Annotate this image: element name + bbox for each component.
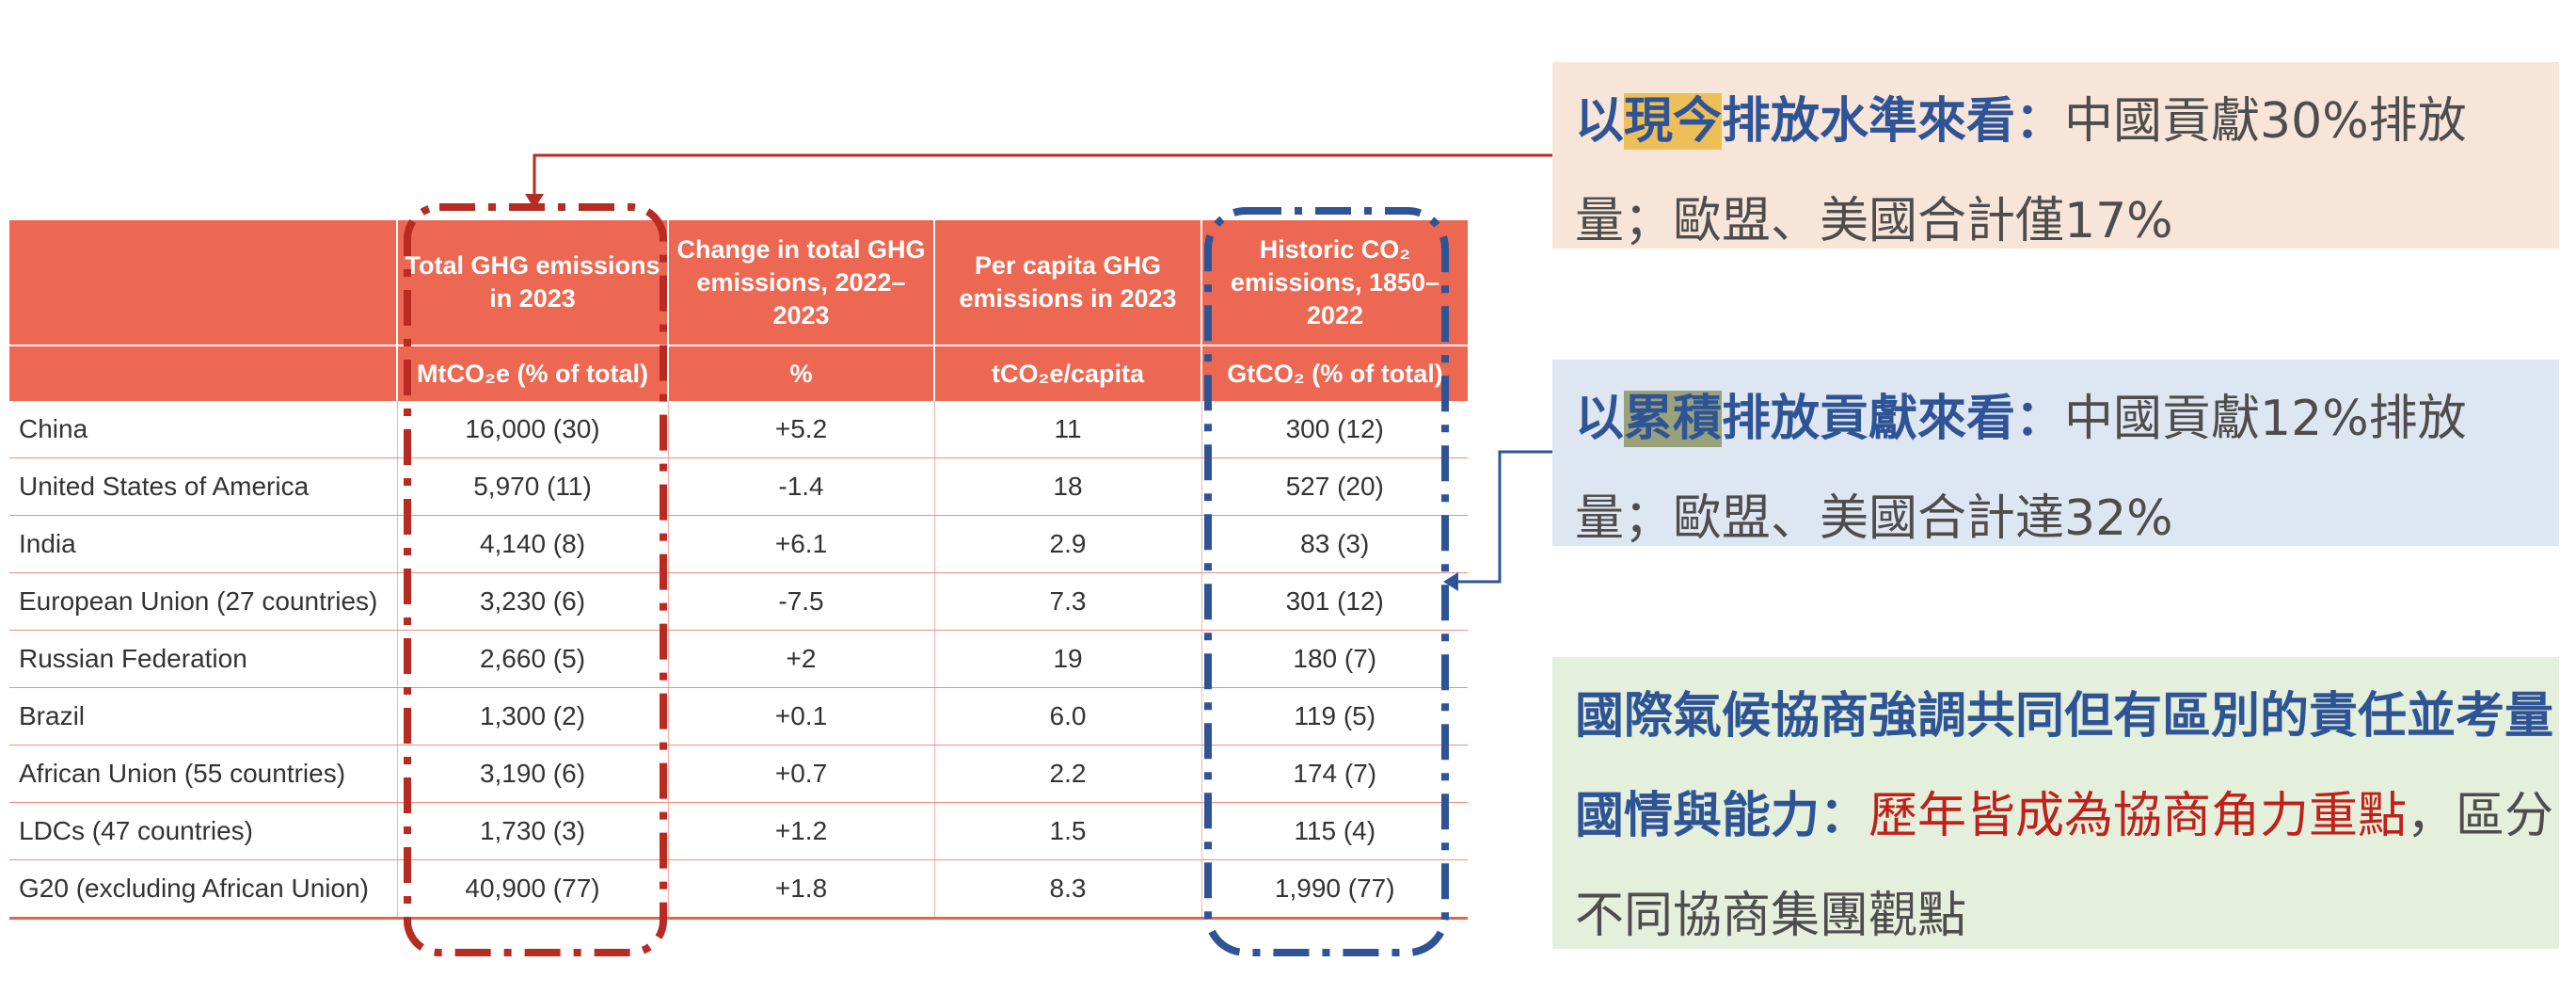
table-row: India 4,140 (8) +6.1 2.9 83 (3) bbox=[9, 515, 1468, 573]
red-arrowhead bbox=[525, 194, 544, 209]
cell-region: Russian Federation bbox=[9, 630, 397, 688]
cell-per-capita: 11 bbox=[933, 401, 1201, 458]
cell-region: India bbox=[9, 515, 397, 573]
unit-total: MtCO₂e (% of total) bbox=[396, 345, 668, 401]
table-row: United States of America 5,970 (11) -1.4… bbox=[9, 457, 1468, 516]
cell-per-capita: 2.2 bbox=[933, 745, 1201, 803]
cell-historic: 174 (7) bbox=[1201, 745, 1468, 803]
current-heading-prefix: 以 bbox=[1575, 93, 1625, 150]
header-per-capita: Per capita GHG emissions in 2023 bbox=[933, 220, 1201, 345]
red-arrow bbox=[533, 153, 1552, 198]
table-head: Total GHG emissions in 2023 Change in to… bbox=[9, 220, 1468, 401]
header-region bbox=[9, 220, 397, 345]
cell-region: Brazil bbox=[9, 687, 397, 746]
cumulative-heading-prefix: 以 bbox=[1575, 391, 1625, 447]
cell-per-capita: 19 bbox=[933, 630, 1201, 688]
cell-total: 16,000 (30) bbox=[396, 401, 668, 458]
header-change: Change in total GHG emissions, 2022–2023 bbox=[667, 220, 934, 345]
header-historic: Historic CO₂ emissions, 1850–2022 bbox=[1201, 220, 1468, 345]
cell-change: -1.4 bbox=[667, 457, 934, 516]
cell-total: 40,900 (77) bbox=[396, 859, 668, 920]
table-row: LDCs (47 countries) 1,730 (3) +1.2 1.5 1… bbox=[9, 802, 1468, 860]
table-row: Brazil 1,300 (2) +0.1 6.0 119 (5) bbox=[9, 687, 1468, 746]
blue-arrowhead bbox=[1443, 572, 1458, 591]
cell-change: +6.1 bbox=[667, 515, 934, 573]
annotation-current-emissions: 以現今排放水準來看：中國貢獻30%排放量；歐盟、美國合計僅17% bbox=[1552, 62, 2559, 249]
table-row: European Union (27 countries) 3,230 (6) … bbox=[9, 572, 1468, 631]
cell-per-capita: 18 bbox=[933, 457, 1201, 516]
cell-change: +5.2 bbox=[667, 401, 934, 458]
table-row: Russian Federation 2,660 (5) +2 19 180 (… bbox=[9, 630, 1468, 688]
cell-total: 1,730 (3) bbox=[396, 802, 668, 860]
cell-region: African Union (55 countries) bbox=[9, 745, 397, 803]
cumulative-body: 中國貢獻12%排放量；歐盟、美國合計達32% bbox=[1575, 391, 2467, 547]
annotation-cumulative-emissions: 以累積排放貢獻來看：中國貢獻12%排放量；歐盟、美國合計達32% bbox=[1552, 360, 2559, 547]
blue-dashed-highlight bbox=[1204, 207, 1449, 956]
cell-per-capita: 8.3 bbox=[933, 859, 1201, 920]
cell-historic: 115 (4) bbox=[1201, 802, 1468, 860]
table-body: China 16,000 (30) +5.2 11 300 (12) Unite… bbox=[9, 401, 1468, 920]
cell-total: 4,140 (8) bbox=[396, 515, 668, 573]
cell-region: United States of America bbox=[9, 457, 397, 516]
table-row: African Union (55 countries) 3,190 (6) +… bbox=[9, 745, 1468, 803]
cell-region: LDCs (47 countries) bbox=[9, 802, 397, 860]
cell-per-capita: 7.3 bbox=[933, 572, 1201, 631]
cell-change: +0.1 bbox=[667, 687, 934, 746]
cell-historic: 1,990 (77) bbox=[1201, 859, 1468, 920]
unit-region bbox=[9, 345, 397, 401]
negotiation-heading: 國際氣候協商強調共同但有區別的責任並考量國情與能力： bbox=[1575, 688, 2554, 844]
cell-change: +1.2 bbox=[667, 802, 934, 860]
cell-historic: 301 (12) bbox=[1201, 572, 1468, 631]
unit-row: MtCO₂e (% of total) % tCO₂e/capita GtCO₂… bbox=[9, 345, 1468, 401]
ghg-emissions-table: Total GHG emissions in 2023 Change in to… bbox=[9, 220, 1468, 920]
cell-historic: 300 (12) bbox=[1201, 401, 1468, 458]
header-total: Total GHG emissions in 2023 bbox=[396, 220, 668, 345]
unit-change: % bbox=[667, 345, 934, 401]
current-body: 中國貢獻30%排放量；歐盟、美國合計僅17% bbox=[1575, 93, 2467, 249]
negotiation-red-text: 歷年皆成為協商角力重點 bbox=[1868, 788, 2408, 844]
table-row: G20 (excluding African Union) 40,900 (77… bbox=[9, 859, 1468, 920]
cumulative-heading-mark: 累積 bbox=[1624, 391, 1723, 447]
negotiation-body: ，區分不同協商集團觀點 bbox=[1575, 788, 2554, 944]
cell-change: +2 bbox=[667, 630, 934, 688]
unit-per-capita: tCO₂e/capita bbox=[933, 345, 1201, 401]
cell-change: -7.5 bbox=[667, 572, 934, 631]
header-row: Total GHG emissions in 2023 Change in to… bbox=[9, 220, 1468, 345]
cell-region: G20 (excluding African Union) bbox=[9, 859, 397, 920]
table-row: China 16,000 (30) +5.2 11 300 (12) bbox=[9, 401, 1468, 458]
current-heading-mark: 現今 bbox=[1624, 93, 1723, 150]
cell-historic: 83 (3) bbox=[1201, 515, 1468, 573]
cell-total: 2,660 (5) bbox=[396, 630, 668, 688]
cell-historic: 527 (20) bbox=[1201, 457, 1468, 516]
cell-total: 3,230 (6) bbox=[396, 572, 668, 631]
cell-per-capita: 2.9 bbox=[933, 515, 1201, 573]
blue-arrow bbox=[1455, 450, 1552, 584]
unit-historic: GtCO₂ (% of total) bbox=[1201, 345, 1468, 401]
cell-total: 1,300 (2) bbox=[396, 687, 668, 746]
cell-per-capita: 1.5 bbox=[933, 802, 1201, 860]
cell-total: 3,190 (6) bbox=[396, 745, 668, 803]
cell-per-capita: 6.0 bbox=[933, 687, 1201, 746]
cell-region: European Union (27 countries) bbox=[9, 572, 397, 631]
cumulative-heading-rest: 排放貢獻來看： bbox=[1722, 391, 2065, 447]
cell-change: +1.8 bbox=[667, 859, 934, 920]
cell-change: +0.7 bbox=[667, 745, 934, 803]
annotation-negotiation: 國際氣候協商強調共同但有區別的責任並考量國情與能力：歷年皆成為協商角力重點，區分… bbox=[1552, 657, 2559, 949]
cell-total: 5,970 (11) bbox=[396, 457, 668, 516]
current-heading-rest: 排放水準來看： bbox=[1722, 93, 2065, 150]
cell-region: China bbox=[9, 401, 397, 458]
cell-historic: 180 (7) bbox=[1201, 630, 1468, 688]
cell-historic: 119 (5) bbox=[1201, 687, 1468, 746]
